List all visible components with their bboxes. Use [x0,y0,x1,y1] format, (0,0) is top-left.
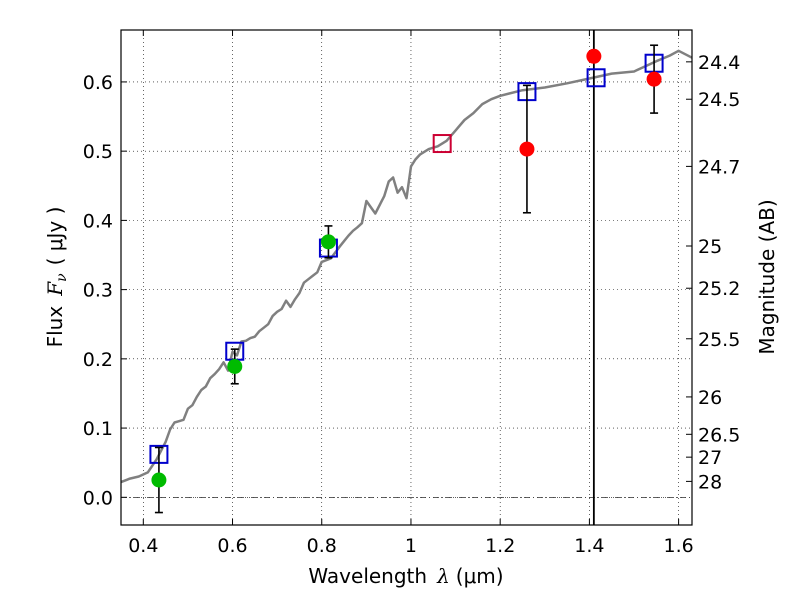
magnitude-tick-label: 24.5 [698,89,740,111]
green-point [320,234,336,250]
green-point [151,472,167,488]
plot-frame [120,29,693,526]
y-axis-label: Flux Fν ( μJy ) [43,207,70,348]
x-tick-label: 1.6 [664,535,694,557]
y-tick-label: 0.1 [83,418,113,440]
y-axis-label-subscript: ν [54,273,70,282]
y-tick-label: 0.4 [83,210,113,232]
red-point [646,71,662,87]
x-tick-label: 0.4 [128,535,158,557]
magnitude-tick-label: 28 [698,471,722,493]
right-axis-label: Magnitude (AB) [755,199,779,354]
y-tick-label: 0.5 [83,141,113,163]
x-tick-label: 0.8 [307,535,337,557]
x-tick-label: 1.2 [485,535,515,557]
y-tick-label: 0.2 [83,349,113,371]
model-square-marker [432,134,452,154]
x-tick-label: 1.4 [574,535,604,557]
y-tick-label: 0.6 [83,72,113,94]
y-tick-label: 0.0 [83,487,113,509]
magnitude-tick-label: 25 [698,236,722,258]
magnitude-tick-label: 25.5 [698,329,740,351]
x-axis-label-unit: (μm) [456,564,504,588]
magnitude-tick-label: 24.4 [698,52,740,74]
magnitude-tick-label: 24.7 [698,156,740,178]
x-tick-label: 1 [405,535,417,557]
x-axis-label: Wavelength λ (μm) [308,564,503,588]
magnitude-tick-label: 27 [698,447,722,469]
spectrum-layer [120,30,693,525]
red-point [586,48,602,64]
grid [121,30,692,525]
green-point [227,358,243,374]
x-axis-label-symbol: λ [436,564,450,588]
red-point [519,141,535,157]
y-axis-label-unit: ( μJy ) [43,207,67,266]
magnitude-tick-label: 25.2 [698,278,740,300]
ticks-layer: 0.4 0.6 0.8 1 1.2 1.4 1.6 0.0 0.1 0.2 0.3 0.4 0.5 0.6… [83,30,740,557]
model-square-marker [586,68,606,88]
points-layer [149,44,664,514]
y-axis-label-symbol: F [43,281,67,297]
x-tick-label: 0.6 [217,535,247,557]
y-tick-label: 0.3 [83,280,113,302]
sed-spectrum-line [120,49,693,484]
magnitude-tick-label: 26.5 [698,424,740,446]
y-axis-label-text: Flux [43,306,67,348]
x-axis-label-prefix: Wavelength [308,564,427,588]
magnitude-tick-label: 26 [698,387,722,409]
